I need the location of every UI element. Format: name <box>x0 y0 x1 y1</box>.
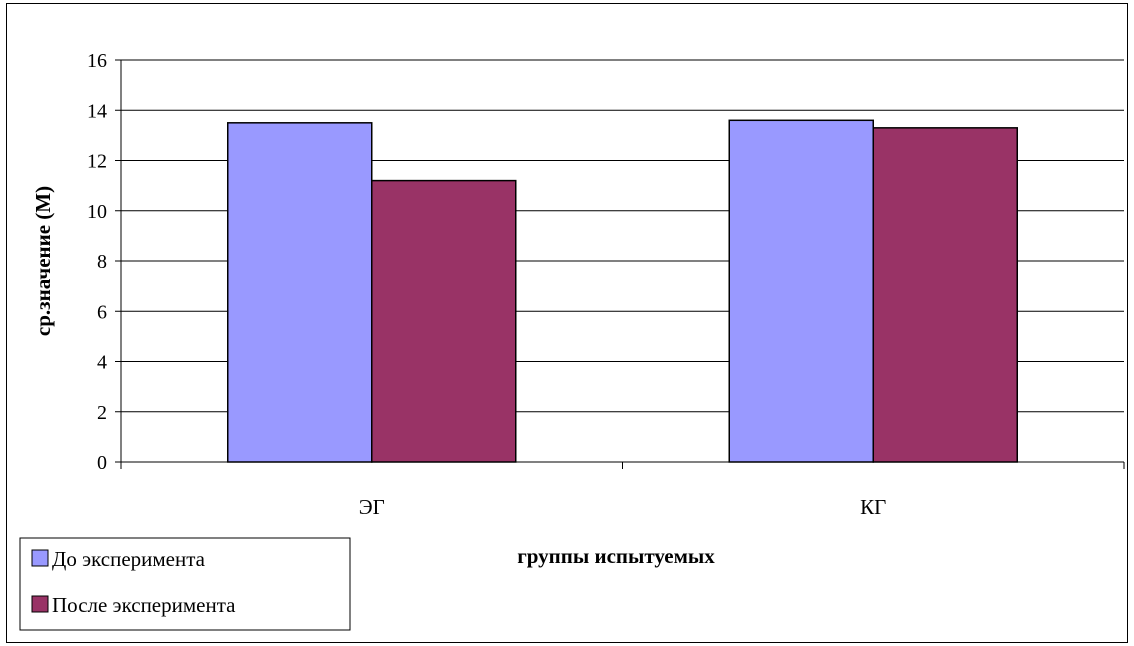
y-tick-label: 6 <box>97 301 107 323</box>
bar <box>227 122 373 463</box>
y-tick-label: 12 <box>87 151 107 173</box>
y-tick-label: 10 <box>87 201 107 223</box>
x-tick-labels: ЭГ КГ <box>359 495 887 519</box>
bar <box>371 179 517 463</box>
legend-swatch-before <box>31 549 49 567</box>
y-tick-label: 8 <box>97 251 107 273</box>
y-tick-label: 0 <box>97 452 107 474</box>
x-tick-label: ЭГ <box>359 495 385 519</box>
y-tick-label: 14 <box>87 100 107 122</box>
bar <box>872 127 1018 463</box>
y-tick-labels: 0 2 4 6 8 10 12 14 16 <box>87 50 107 474</box>
legend-swatch-after <box>31 595 49 613</box>
legend: До эксперимента После эксперимента <box>19 537 351 631</box>
y-tick-label: 16 <box>87 50 107 72</box>
y-tick-label: 2 <box>97 402 107 424</box>
legend-label-after: После эксперимента <box>52 593 236 617</box>
legend-label-before: До эксперимента <box>52 547 206 571</box>
y-axis-title: ср.значение (М) <box>31 186 55 336</box>
bar <box>728 119 874 463</box>
legend-box <box>19 537 351 631</box>
y-tick-label: 4 <box>97 352 107 374</box>
bars <box>227 119 1018 463</box>
axes <box>115 59 1125 469</box>
x-axis-title: группы испытуемых <box>517 544 715 568</box>
x-tick-label: КГ <box>860 495 886 519</box>
